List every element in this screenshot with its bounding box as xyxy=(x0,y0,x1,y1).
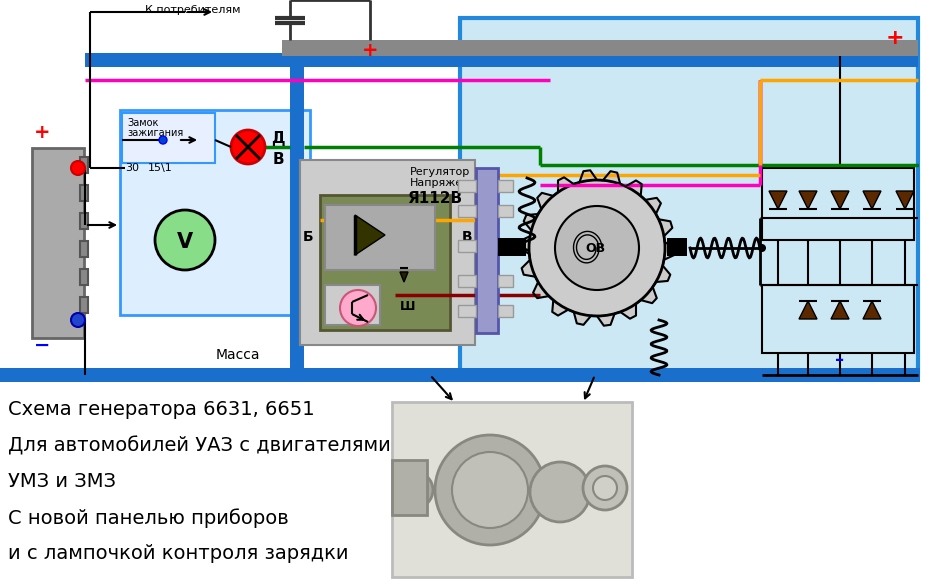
Bar xyxy=(282,40,918,56)
Bar xyxy=(476,168,498,333)
Polygon shape xyxy=(863,191,881,209)
Bar xyxy=(122,113,215,163)
Bar xyxy=(458,180,476,192)
Text: С новой панелью приборов: С новой панелью приборов xyxy=(8,508,289,527)
Text: зажигания: зажигания xyxy=(127,128,183,138)
Polygon shape xyxy=(831,301,849,319)
Bar xyxy=(300,160,475,345)
Bar xyxy=(458,275,476,287)
Circle shape xyxy=(155,210,215,270)
Bar xyxy=(32,148,84,338)
Bar xyxy=(762,285,914,353)
Circle shape xyxy=(71,313,85,327)
Text: УМЗ и ЗМЗ: УМЗ и ЗМЗ xyxy=(8,472,116,491)
Polygon shape xyxy=(519,171,675,326)
Text: Масса: Масса xyxy=(216,348,260,362)
Circle shape xyxy=(529,180,665,316)
Bar xyxy=(458,205,476,217)
Circle shape xyxy=(71,161,85,175)
Bar xyxy=(498,240,513,252)
Bar xyxy=(667,238,687,256)
Text: Ш: Ш xyxy=(401,301,415,314)
Bar xyxy=(0,368,920,382)
Bar xyxy=(80,269,88,285)
Text: и с лампочкой контроля зарядки: и с лампочкой контроля зарядки xyxy=(8,544,349,563)
Circle shape xyxy=(231,130,265,164)
Bar xyxy=(392,460,427,515)
Bar xyxy=(80,185,88,201)
Text: –: – xyxy=(835,351,845,369)
Text: В: В xyxy=(462,230,473,244)
Circle shape xyxy=(452,452,528,528)
Bar xyxy=(85,53,918,67)
Bar xyxy=(325,285,380,325)
Circle shape xyxy=(583,466,627,510)
Bar xyxy=(325,205,435,270)
Text: В: В xyxy=(272,152,284,168)
Text: Я112В: Я112В xyxy=(407,191,462,206)
Text: 30: 30 xyxy=(125,163,139,173)
Circle shape xyxy=(397,472,433,508)
Text: ОВ: ОВ xyxy=(585,241,605,254)
Bar xyxy=(80,297,88,313)
Polygon shape xyxy=(799,191,817,209)
Bar xyxy=(498,180,513,192)
Text: Регулятор: Регулятор xyxy=(410,167,470,177)
Bar xyxy=(498,205,513,217)
Bar xyxy=(80,157,88,173)
Text: Схема генератора 6631, 6651: Схема генератора 6631, 6651 xyxy=(8,400,314,419)
Bar xyxy=(392,402,632,577)
Circle shape xyxy=(340,290,376,326)
Bar xyxy=(290,53,304,375)
Text: Для автомобилей УАЗ с двигателями: Для автомобилей УАЗ с двигателями xyxy=(8,436,390,455)
Circle shape xyxy=(435,435,545,545)
Bar xyxy=(762,168,914,240)
Circle shape xyxy=(159,136,167,144)
Bar xyxy=(498,275,513,287)
Text: +: + xyxy=(886,28,905,48)
Circle shape xyxy=(530,462,590,522)
Text: −: − xyxy=(34,336,50,355)
Bar xyxy=(498,238,526,256)
Polygon shape xyxy=(769,191,787,209)
Bar xyxy=(498,305,513,317)
Polygon shape xyxy=(799,301,817,319)
Polygon shape xyxy=(831,191,849,209)
Text: 15\1: 15\1 xyxy=(148,163,173,173)
Text: V: V xyxy=(177,232,193,252)
Bar xyxy=(460,18,918,375)
Bar xyxy=(458,305,476,317)
Bar xyxy=(80,241,88,257)
Bar xyxy=(320,195,450,330)
Text: +: + xyxy=(362,42,378,60)
Text: +: + xyxy=(33,124,50,142)
Text: Замок: Замок xyxy=(127,118,158,128)
Polygon shape xyxy=(863,301,881,319)
Text: Напряжения: Напряжения xyxy=(410,178,485,188)
Text: К потребителям: К потребителям xyxy=(145,5,240,15)
Bar xyxy=(80,213,88,229)
Polygon shape xyxy=(355,215,385,255)
Text: Д: Д xyxy=(271,131,285,145)
Polygon shape xyxy=(896,191,914,209)
Circle shape xyxy=(555,206,639,290)
Text: Б: Б xyxy=(302,230,314,244)
Bar xyxy=(120,110,310,315)
Circle shape xyxy=(593,476,617,500)
Circle shape xyxy=(758,244,766,252)
Polygon shape xyxy=(400,272,408,282)
Bar xyxy=(458,240,476,252)
